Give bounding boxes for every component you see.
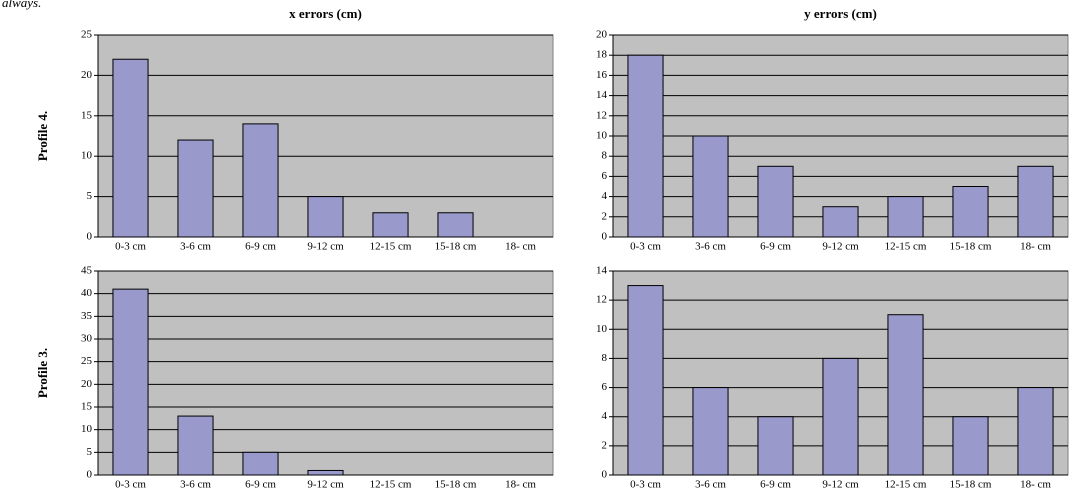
x-tick-label: 6-9 cm <box>245 479 276 491</box>
bar <box>1017 165 1054 238</box>
x-tick-label: 0-3 cm <box>630 241 661 253</box>
y-tick-label: 0 <box>602 231 608 243</box>
x-tick-label: 3-6 cm <box>695 241 726 253</box>
y-tick-label: 14 <box>596 89 608 101</box>
y-tick-label: 6 <box>602 170 608 182</box>
x-tick-label: 12-15 cm <box>370 241 412 253</box>
y-tick-label: 5 <box>87 446 93 458</box>
y-tick-label: 2 <box>602 210 608 222</box>
y-tick-label: 10 <box>596 130 608 142</box>
x-tick-label: 18- cm <box>505 241 536 253</box>
bar <box>112 58 149 238</box>
bar <box>177 415 214 476</box>
x-tick-label: 0-3 cm <box>115 241 146 253</box>
y-tick-label: 35 <box>81 310 93 322</box>
y-tick-label: 10 <box>81 423 93 435</box>
chart: Profile 3. 0 5 10 15 20 25 30 35 40 45 0-3 cm 3-6 cm… <box>35 265 554 491</box>
y-tick-label: 4 <box>602 410 608 422</box>
x-tick-label: 18- cm <box>1020 479 1051 491</box>
y-tick-label: 5 <box>87 190 93 202</box>
x-tick-label: 9-12 cm <box>307 241 344 253</box>
x-tick-label: 15-18 cm <box>435 479 477 491</box>
y-tick-label: 14 <box>596 265 608 277</box>
bar <box>177 139 214 238</box>
y-tick-label: 15 <box>81 109 93 121</box>
x-tick-label: 9-12 cm <box>822 479 859 491</box>
bar <box>692 135 729 238</box>
x-tick-label: 6-9 cm <box>245 241 276 253</box>
bar <box>372 212 409 238</box>
bar <box>887 314 924 476</box>
bar <box>437 212 474 238</box>
y-tick-label: 12 <box>596 109 607 121</box>
y-tick-label: 0 <box>87 231 93 243</box>
x-tick-label: 6-9 cm <box>760 241 791 253</box>
chart: x errors (cm) Profile 4. 0 5 10 15 20 25 0-3 cm 3… <box>35 6 554 253</box>
y-tick-label: 10 <box>81 150 93 162</box>
x-tick-label: 3-6 cm <box>180 241 211 253</box>
y-tick-label: 4 <box>602 190 608 202</box>
y-tick-label: 10 <box>596 323 608 335</box>
x-tick-label: 15-18 cm <box>950 479 992 491</box>
x-tick-label: 6-9 cm <box>760 479 791 491</box>
y-tick-label: 18 <box>596 49 608 61</box>
y-tick-label: 15 <box>81 401 93 413</box>
bar <box>627 54 664 238</box>
y-tick-label: 0 <box>602 469 608 481</box>
y-tick-label: 8 <box>602 352 608 364</box>
y-tick-label: 25 <box>81 29 93 41</box>
plot-area <box>97 270 554 476</box>
bar <box>952 416 989 476</box>
y-tick-label: 20 <box>81 378 93 390</box>
chart: y errors (cm) 0 2 4 6 8 10 12 14 16 18 20 0-3 cm 3-6 … <box>596 6 1069 253</box>
bar <box>887 196 924 238</box>
y-tick-label: 16 <box>596 69 608 81</box>
bar <box>242 451 279 476</box>
bar <box>822 357 859 476</box>
y-tick-label: 30 <box>81 333 93 345</box>
x-tick-label: 9-12 cm <box>307 479 344 491</box>
bar <box>112 288 149 476</box>
x-tick-label: 12-15 cm <box>370 479 412 491</box>
chart: 0 2 4 6 8 10 12 14 0-3 cm 3-6 cm 6-9 cm 9-12 cm 12-1… <box>596 265 1069 491</box>
x-tick-label: 12-15 cm <box>885 479 927 491</box>
x-tick-label: 0-3 cm <box>115 479 146 491</box>
y-tick-label: 20 <box>596 29 608 41</box>
y-tick-label: 45 <box>81 265 93 277</box>
x-tick-label: 12-15 cm <box>885 241 927 253</box>
bar <box>242 123 279 238</box>
bar <box>822 206 859 238</box>
x-tick-label: 0-3 cm <box>630 479 661 491</box>
chart-title: x errors (cm) <box>289 6 362 21</box>
y-tick-label: 0 <box>87 469 93 481</box>
y-tick-label: 25 <box>81 355 93 367</box>
bar <box>307 196 344 238</box>
row-label: Profile 4. <box>35 111 50 161</box>
y-tick-label: 2 <box>602 439 608 451</box>
x-tick-label: 15-18 cm <box>950 241 992 253</box>
bar <box>692 387 729 476</box>
x-tick-label: 3-6 cm <box>695 479 726 491</box>
y-tick-label: 8 <box>602 150 608 162</box>
y-tick-label: 6 <box>602 381 608 393</box>
bar <box>757 165 794 238</box>
y-tick-label: 20 <box>81 69 93 81</box>
bar <box>627 285 664 476</box>
bar <box>952 186 989 238</box>
bar <box>1017 387 1054 476</box>
x-tick-label: 3-6 cm <box>180 479 211 491</box>
bar <box>757 416 794 476</box>
y-tick-label: 12 <box>596 294 607 306</box>
x-tick-label: 9-12 cm <box>822 241 859 253</box>
bar <box>307 469 344 476</box>
y-tick-label: 40 <box>81 287 93 299</box>
caption-fragment: always. <box>2 0 41 10</box>
x-tick-label: 18- cm <box>1020 241 1051 253</box>
x-tick-label: 15-18 cm <box>435 241 477 253</box>
chart-title: y errors (cm) <box>804 6 877 21</box>
row-label: Profile 3. <box>35 348 50 398</box>
x-tick-label: 18- cm <box>505 479 536 491</box>
